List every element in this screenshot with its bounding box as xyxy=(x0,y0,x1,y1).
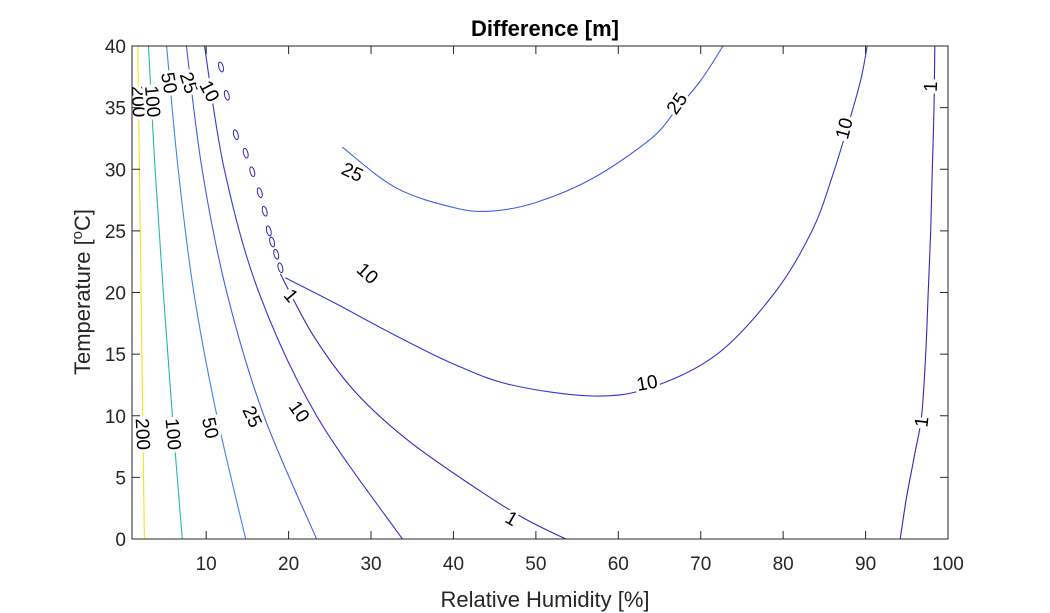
contour-label-10: 10 xyxy=(635,372,659,396)
contour-line-10 xyxy=(203,45,403,540)
contour-lines xyxy=(137,45,936,540)
contour-loop-1 xyxy=(273,248,280,260)
contour-line-25 xyxy=(341,45,724,213)
y-tick-label: 35 xyxy=(105,99,126,120)
contour-line-1 xyxy=(899,45,936,540)
contour-line-100 xyxy=(147,45,183,540)
contour-line-200 xyxy=(137,45,145,540)
contour-line-25 xyxy=(185,45,318,540)
x-axis-title: Relative Humidity [%] xyxy=(440,587,649,612)
contour-loop-1 xyxy=(261,205,268,217)
y-tick-label: 10 xyxy=(105,407,126,428)
contour-loop-1 xyxy=(256,187,263,199)
contour-line-10 xyxy=(285,45,868,397)
contour-loop-1 xyxy=(232,129,239,141)
contour-loop-1 xyxy=(223,89,230,101)
plot-area-background xyxy=(132,46,948,539)
contour-label-1: 1 xyxy=(921,81,942,92)
y-axis-ticks: 0 5 10 15 20 25 30 35 40 xyxy=(105,37,948,551)
y-axis-title-main: Temperature [ xyxy=(70,239,95,375)
contour-loop-1 xyxy=(242,147,249,159)
x-tick-label: 90 xyxy=(855,554,876,575)
contour-loop-1 xyxy=(218,61,224,73)
x-tick-label: 70 xyxy=(690,554,711,575)
contour-loop-1 xyxy=(269,236,276,248)
contour-loop-1 xyxy=(265,225,272,237)
x-tick-label: 80 xyxy=(773,554,794,575)
y-axis-title-end: C] xyxy=(70,209,95,231)
x-tick-label: 20 xyxy=(278,554,299,575)
contour-line-1 xyxy=(279,273,566,540)
contour-label-200: 200 xyxy=(131,418,154,451)
x-axis-ticks: 10 20 30 40 50 60 70 80 90 100 xyxy=(196,46,964,575)
contour-label-100: 100 xyxy=(161,417,185,450)
x-tick-label: 30 xyxy=(360,554,381,575)
y-tick-label: 0 xyxy=(115,530,126,551)
contour-label-50: 50 xyxy=(156,71,180,95)
y-tick-label: 40 xyxy=(105,37,126,58)
x-tick-label: 60 xyxy=(608,554,629,575)
x-tick-label: 100 xyxy=(932,554,964,575)
x-tick-label: 50 xyxy=(525,554,546,575)
y-tick-label: 25 xyxy=(105,222,126,243)
x-tick-label: 40 xyxy=(443,554,464,575)
y-tick-label: 5 xyxy=(115,468,126,489)
contour-line-50 xyxy=(166,45,247,540)
y-tick-label: 20 xyxy=(105,284,126,305)
y-tick-label: 30 xyxy=(105,160,126,181)
chart-title: Difference [m] xyxy=(471,16,619,41)
y-tick-label: 15 xyxy=(105,345,126,366)
contour-label-50: 50 xyxy=(197,416,222,441)
contour-loop-1 xyxy=(277,262,284,274)
y-axis-title: Temperature [oC] xyxy=(69,209,95,375)
y-axis-title-superscript: o xyxy=(69,231,86,239)
x-tick-label: 10 xyxy=(196,554,217,575)
contour-loop-1 xyxy=(249,166,256,178)
